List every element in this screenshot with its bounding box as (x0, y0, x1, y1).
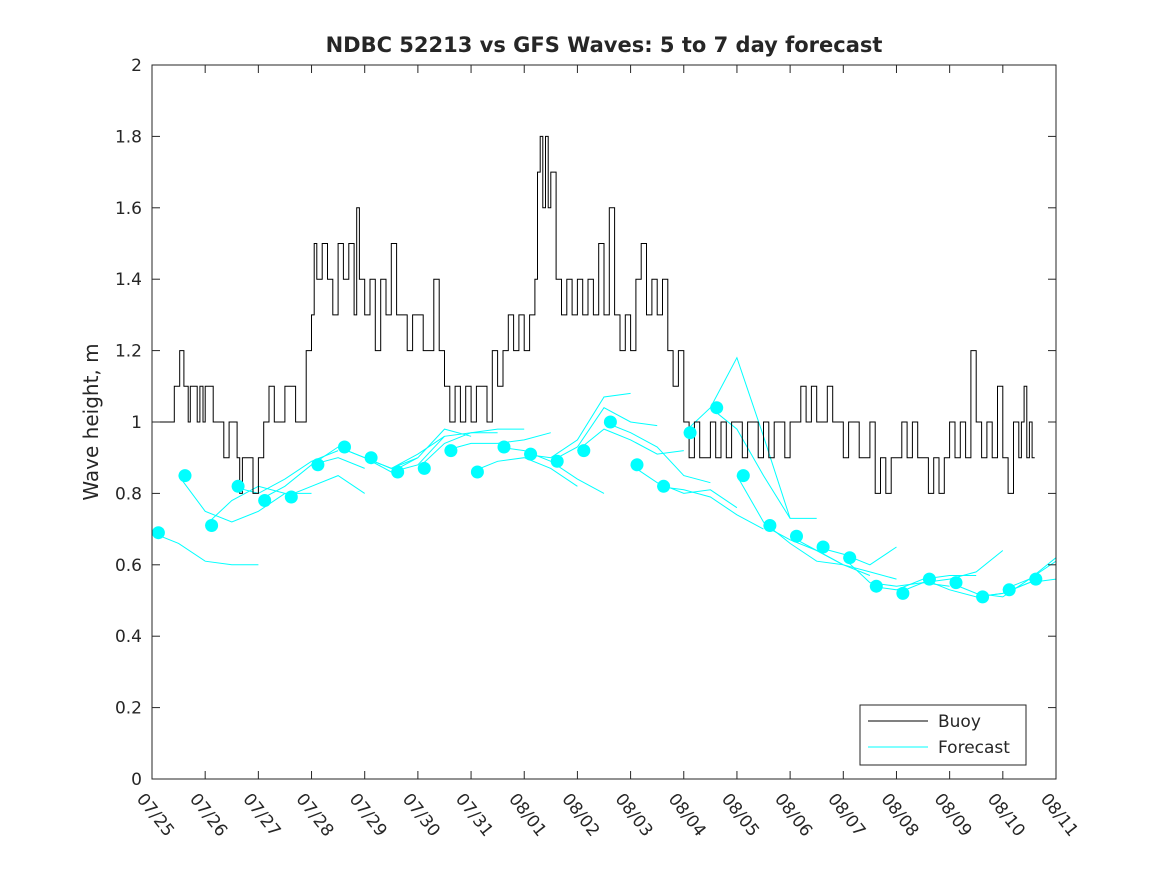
forecast-marker-21 (683, 426, 697, 440)
forecast-marker-18 (603, 415, 617, 429)
forecast-trace-18 (603, 421, 711, 484)
forecast-marker-23 (736, 469, 750, 483)
x-tick-label-9: 08/03 (611, 790, 657, 841)
x-tick-label-15: 08/09 (930, 790, 976, 841)
x-tick-label-3: 07/28 (292, 790, 338, 841)
forecast-trace-4 (231, 450, 339, 494)
forecast-marker-2 (178, 469, 192, 483)
y-tick-label-0: 0 (131, 770, 142, 790)
plot-area (152, 135, 1056, 604)
legend-box (859, 704, 1027, 766)
x-tick-label-2: 07/27 (238, 790, 284, 841)
x-tick-label-7: 08/01 (504, 790, 550, 841)
forecast-marker-17 (577, 444, 591, 458)
forecast-marker-13 (470, 465, 484, 479)
x-tick-label-1: 07/26 (185, 790, 231, 841)
forecast-trace-29 (896, 550, 1004, 594)
forecast-marker-5 (258, 494, 272, 507)
forecast-trace-6 (284, 475, 365, 498)
forecast-marker-26 (816, 540, 830, 554)
forecast-marker-28 (869, 579, 883, 593)
y-tick-label-3: 0.6 (115, 556, 142, 576)
legend-forecast-label: Forecast (938, 738, 1010, 758)
forecast-marker-24 (763, 519, 777, 532)
forecast-marker-6 (284, 490, 298, 504)
x-tick-label-6: 07/31 (451, 790, 497, 841)
forecast-marker-8 (338, 440, 351, 454)
forecast-trace-21 (683, 356, 791, 519)
forecast-trace-20 (657, 485, 764, 530)
x-tick-label-12: 08/06 (770, 790, 816, 841)
forecast-marker-9 (364, 451, 378, 465)
forecast-trace-1 (152, 532, 259, 566)
x-tick-label-17: 08/11 (1036, 790, 1082, 841)
y-tick-label-4: 0.8 (115, 484, 142, 504)
y-tick-label-6: 1.2 (115, 342, 142, 362)
y-tick-label-10: 2 (131, 56, 142, 76)
forecast-marker-30 (922, 572, 936, 586)
x-tick-label-4: 07/29 (345, 790, 391, 841)
forecast-marker-4 (231, 479, 245, 493)
forecast-trace-22 (710, 407, 817, 519)
legend: Buoy Forecast (859, 704, 1027, 766)
forecast-trace-12 (444, 432, 551, 452)
y-tick-label-2: 0.4 (115, 627, 142, 647)
forecast-marker-10 (391, 465, 405, 479)
forecast-trace-25 (789, 535, 897, 580)
forecast-trace-9 (364, 428, 472, 469)
forecast-marker-7 (311, 458, 325, 472)
forecast-marker-29 (896, 586, 910, 600)
forecast-marker-27 (843, 551, 857, 565)
forecast-marker-25 (790, 529, 803, 543)
buoy-line (152, 135, 1035, 494)
forecast-marker-3 (205, 519, 219, 532)
x-tick-label-5: 07/30 (398, 790, 444, 841)
x-tick-label-16: 08/10 (983, 790, 1029, 841)
forecast-trace-23 (736, 475, 844, 566)
forecast-marker-16 (550, 454, 564, 468)
y-axis-label: Wave height, m (79, 343, 103, 500)
forecast-marker-14 (497, 440, 511, 454)
forecast-marker-15 (524, 447, 538, 461)
forecast-marker-19 (630, 458, 644, 472)
forecast-marker-12 (444, 444, 458, 458)
forecast-trace-19 (630, 464, 738, 509)
forecast-marker-20 (657, 479, 671, 493)
forecast-marker-31 (949, 576, 963, 590)
forecast-trace-26 (816, 546, 897, 566)
forecast-marker-11 (417, 461, 431, 475)
forecast-trace-11 (417, 428, 525, 469)
x-tick-label-14: 08/08 (877, 790, 923, 841)
forecast-marker-32 (976, 590, 990, 604)
y-tick-label-7: 1.4 (115, 270, 142, 290)
forecast-marker-1 (152, 526, 165, 540)
forecast-marker-33 (1002, 583, 1016, 597)
forecast-trace-32 (976, 578, 1056, 598)
y-tick-label-9: 1.8 (115, 127, 142, 147)
forecast-marker-22 (710, 401, 724, 415)
y-tick-label-8: 1.6 (115, 199, 142, 219)
chart-title: NDBC 52213 vs GFS Waves: 5 to 7 day fore… (326, 33, 883, 57)
x-tick-label-13: 08/07 (823, 790, 869, 841)
forecast-trace-16 (550, 407, 658, 462)
x-tick-label-10: 08/04 (664, 790, 710, 841)
y-tick-label-5: 1 (131, 413, 142, 433)
x-tick-label-8: 08/02 (557, 790, 603, 841)
forecast-trace-15 (524, 392, 631, 459)
x-tick-label-0: 07/25 (132, 790, 178, 841)
forecast-trace-31 (949, 557, 1056, 598)
x-tick-label-11: 08/05 (717, 790, 763, 841)
forecast-trace-13 (470, 457, 578, 487)
forecast-trace-10 (391, 432, 498, 473)
y-tick-label-1: 0.2 (115, 699, 142, 719)
forecast-trace-17 (577, 428, 684, 455)
legend-buoy-label: Buoy (938, 712, 981, 732)
forecast-marker-34 (1029, 572, 1043, 586)
